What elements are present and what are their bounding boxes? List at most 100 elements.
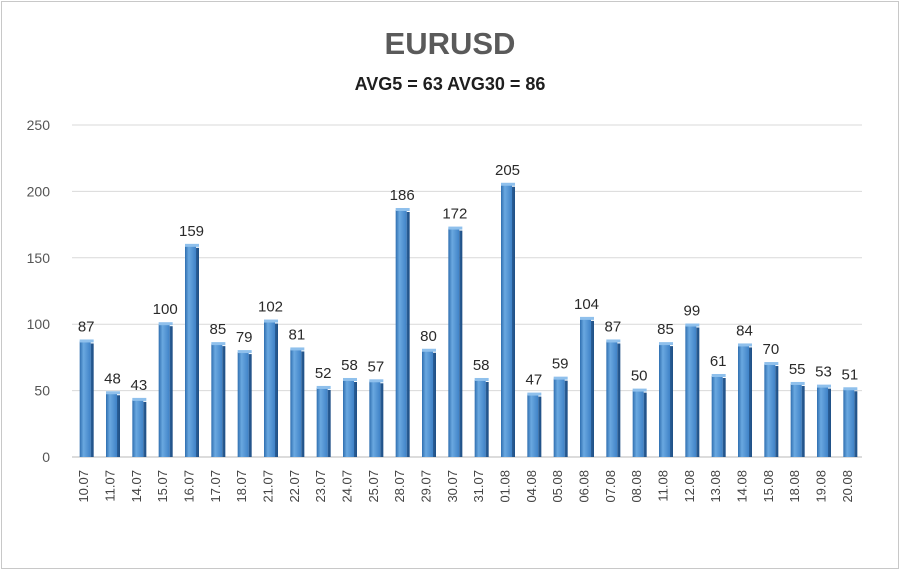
y-tick-label: 200 [27, 183, 51, 199]
bar-side [380, 383, 384, 457]
bar-25.07 [369, 381, 381, 457]
data-label: 61 [710, 353, 727, 370]
data-label: 50 [631, 368, 648, 385]
bar-side [643, 392, 647, 457]
x-tick-label: 17.07 [208, 470, 223, 503]
x-tick-label: 07.08 [603, 470, 618, 503]
data-label: 100 [153, 301, 178, 318]
data-label: 58 [341, 357, 358, 374]
bar-22.07 [290, 349, 302, 457]
x-tick-label: 01.08 [498, 470, 513, 503]
bar-29.07 [422, 350, 433, 457]
bar-top [448, 226, 463, 230]
x-axis: 10.07 11.07 14.07 15.07 16.07 17.07 18.07 21.07… [76, 470, 855, 503]
chart-title: EURUSD [384, 26, 516, 61]
x-tick-label: 31.07 [471, 470, 486, 503]
bar-21.07 [264, 321, 275, 457]
bar-top [158, 322, 173, 326]
y-axis: 0 50 100 150 200 250 [27, 117, 51, 465]
bar-15.07 [158, 324, 170, 457]
bar-top [343, 377, 357, 381]
bar-18.07 [237, 352, 249, 457]
bar-04.08 [527, 394, 539, 457]
bar-side [722, 377, 726, 457]
bar-top [764, 362, 779, 366]
bar-side [801, 385, 805, 457]
bar-top [711, 373, 726, 377]
data-label: 79 [236, 329, 253, 346]
bar-side [828, 388, 831, 457]
bar-side [775, 366, 779, 457]
bar-side [117, 395, 120, 457]
data-label: 84 [736, 322, 753, 339]
bar-05.08 [553, 378, 565, 457]
bar-top [843, 387, 858, 391]
bar-side [564, 380, 568, 457]
bar-side [459, 230, 463, 457]
x-tick-label: 11.07 [103, 470, 118, 502]
bar-top [395, 207, 410, 211]
bar-side [670, 346, 673, 457]
bar-top [185, 243, 199, 247]
x-tick-label: 24.07 [340, 470, 355, 503]
bar-15.08 [764, 364, 776, 457]
bar-side [854, 391, 858, 457]
bar-top [237, 350, 252, 354]
data-label: 87 [604, 318, 621, 335]
bar-side [196, 247, 199, 457]
x-tick-label: 11.08 [656, 470, 671, 502]
bar-11.07 [106, 393, 117, 457]
x-tick-label: 19.08 [814, 470, 829, 503]
chart-subtitle: AVG5 = 63 AVG30 = 86 [354, 74, 546, 94]
data-label: 99 [683, 303, 700, 320]
data-label: 172 [442, 206, 467, 223]
data-label: 159 [179, 223, 204, 240]
y-tick-label: 150 [27, 250, 51, 266]
bar-23.07 [316, 387, 328, 457]
bar-18.08 [790, 383, 802, 457]
y-tick-label: 250 [27, 117, 51, 133]
y-tick-label: 100 [27, 316, 51, 332]
x-tick-label: 30.07 [445, 470, 460, 503]
bar-side [354, 381, 357, 457]
data-label: 104 [574, 296, 599, 313]
bar-top [316, 385, 331, 389]
x-tick-label: 29.07 [419, 470, 434, 503]
bar-side [696, 327, 700, 457]
data-label: 47 [525, 372, 542, 389]
bar-top [132, 397, 147, 401]
bar-17.07 [211, 344, 223, 457]
bar-24.07 [343, 379, 354, 457]
data-label: 186 [390, 187, 415, 204]
data-labels: 87 48 43 100 159 85 79 102 81 52 58 57 186 80 172 58 205… [78, 162, 858, 394]
data-label: 58 [473, 357, 490, 374]
data-label: 205 [495, 162, 520, 179]
x-tick-label: 18.07 [234, 470, 249, 503]
x-tick-label: 28.07 [392, 470, 407, 503]
gridlines [72, 124, 862, 458]
bar-01.08 [501, 184, 512, 457]
y-tick-label: 50 [34, 383, 50, 399]
x-tick-label: 08.08 [629, 470, 644, 503]
bar-28.07 [395, 209, 407, 457]
bar-side [248, 354, 252, 457]
bar-side [406, 211, 410, 457]
bar-top [632, 388, 647, 392]
bars [79, 182, 858, 457]
data-label: 87 [78, 318, 95, 335]
x-tick-label: 13.08 [708, 470, 723, 503]
x-tick-label: 15.08 [761, 470, 776, 503]
bar-11.08 [659, 344, 670, 457]
bar-31.07 [474, 379, 486, 457]
bar-top [264, 319, 278, 323]
bar-side [327, 389, 331, 457]
bar-08.08 [632, 390, 644, 457]
data-label: 43 [130, 377, 147, 394]
bar-14.07 [132, 399, 144, 457]
bar-top [553, 376, 568, 380]
bar-side [512, 186, 515, 457]
x-tick-label: 15.07 [155, 470, 170, 503]
bar-12.08 [685, 325, 697, 457]
data-label: 70 [762, 341, 779, 358]
